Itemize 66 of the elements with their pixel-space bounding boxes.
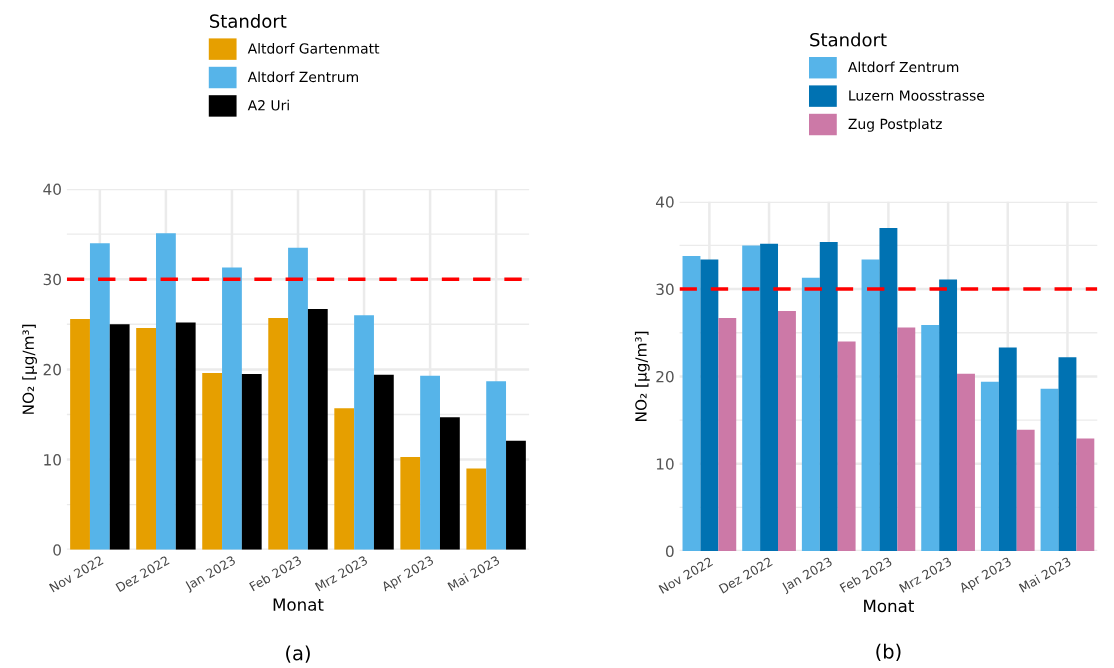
bar bbox=[439, 417, 460, 550]
bar bbox=[861, 259, 880, 552]
bar bbox=[718, 317, 737, 552]
bar bbox=[700, 259, 719, 552]
bar bbox=[156, 233, 176, 550]
bar bbox=[400, 456, 421, 550]
bar bbox=[682, 255, 701, 552]
legend-label: Zug Postplatz bbox=[848, 118, 942, 132]
bar bbox=[939, 279, 958, 552]
y-tick-label: 10 bbox=[656, 458, 674, 470]
bar bbox=[1076, 438, 1095, 552]
bar bbox=[307, 308, 328, 550]
bar bbox=[109, 324, 130, 550]
bar bbox=[466, 468, 487, 550]
y-tick-label: 30 bbox=[43, 273, 61, 286]
legend-label: Altdorf Zentrum bbox=[848, 61, 959, 73]
bar bbox=[921, 324, 940, 552]
bar bbox=[89, 243, 110, 550]
bar bbox=[136, 327, 156, 550]
legend-label: Altdorf Zentrum bbox=[247, 71, 358, 83]
text: (a) bbox=[286, 645, 310, 663]
y-tick-label: 0 bbox=[665, 545, 674, 558]
bar bbox=[268, 318, 289, 550]
bar bbox=[778, 310, 796, 552]
legend-title: Standort bbox=[209, 13, 287, 28]
legend-label: A2 Uri bbox=[247, 99, 289, 111]
bar bbox=[70, 318, 90, 550]
legend-label: Luzern Moosstrasse bbox=[849, 90, 985, 101]
y-tick-label: 40 bbox=[43, 183, 61, 196]
x-axis-title: Monat bbox=[273, 598, 324, 611]
bar bbox=[486, 381, 507, 550]
y-tick-label: 20 bbox=[656, 370, 674, 383]
bar bbox=[879, 227, 898, 552]
x-axis-title: Monat bbox=[864, 599, 914, 613]
bar bbox=[819, 241, 838, 552]
y-tick-label: 0 bbox=[53, 544, 61, 556]
bar bbox=[506, 440, 526, 550]
bar bbox=[334, 408, 355, 550]
legend-label: Altdorf Gartenmatt bbox=[247, 42, 380, 54]
bar bbox=[420, 375, 440, 550]
bar bbox=[222, 267, 242, 550]
y-tick-label: 10 bbox=[44, 454, 61, 466]
bar bbox=[801, 277, 820, 552]
bar bbox=[897, 327, 916, 552]
bar bbox=[202, 373, 223, 550]
bar bbox=[742, 245, 761, 552]
bar bbox=[957, 373, 975, 552]
bar bbox=[980, 381, 999, 552]
bar bbox=[1040, 388, 1059, 552]
bar bbox=[175, 322, 196, 550]
bar bbox=[998, 347, 1017, 552]
bar bbox=[241, 373, 262, 550]
bar bbox=[837, 341, 856, 552]
bar bbox=[354, 315, 374, 550]
y-axis-title: NO₂ [µg/m³] bbox=[634, 331, 650, 421]
bar bbox=[288, 247, 308, 550]
bar bbox=[373, 374, 394, 550]
bar bbox=[760, 243, 779, 552]
y-axis-title: NO₂ [µg/m³] bbox=[22, 324, 37, 414]
legend-title: Standort bbox=[810, 32, 887, 47]
y-tick-label: 20 bbox=[43, 363, 61, 376]
y-tick-label: 40 bbox=[655, 196, 674, 208]
y-tick-label: 30 bbox=[656, 283, 674, 296]
text: (b) bbox=[876, 643, 901, 662]
bar bbox=[1058, 357, 1077, 552]
bar bbox=[1016, 429, 1035, 552]
